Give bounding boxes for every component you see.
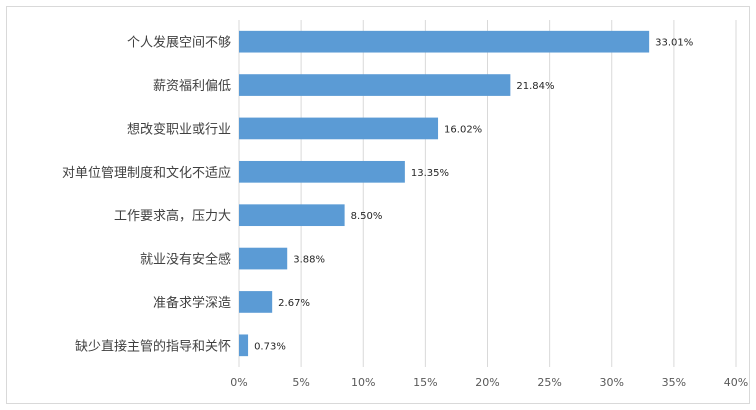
data-label: 16.02% [444, 124, 482, 135]
bar [239, 160, 405, 183]
data-label: 3.88% [293, 255, 325, 266]
bar [239, 74, 511, 96]
category-label: 准备求学深造 [153, 295, 231, 311]
category-label: 缺少直接主管的指导和关怀 [75, 338, 231, 354]
bar [239, 30, 650, 53]
x-tick-label: 5% [292, 376, 309, 389]
category-label: 薪资福利偏低 [153, 79, 231, 94]
x-tick-label: 10% [351, 376, 375, 389]
data-label: 0.73% [254, 341, 286, 352]
gridlines [238, 20, 737, 367]
x-tick-labels: 0% 5% 10% 15% 20% 25% 30% 35% 40% [230, 376, 748, 389]
category-label: 就业没有安全感 [140, 252, 231, 268]
category-label: 个人发展空间不够 [127, 35, 231, 51]
x-tick-label: 15% [413, 376, 437, 389]
bars [239, 30, 650, 357]
data-label: 21.84% [516, 81, 554, 92]
x-tick-label: 35% [662, 376, 686, 389]
category-label: 对单位管理制度和文化不适应 [62, 165, 231, 181]
bar [239, 117, 439, 140]
value-labels: 33.01% 21.84% 16.02% 13.35% 8.50% 3.88% 2.67% 0… [254, 38, 693, 353]
data-label: 13.35% [411, 168, 449, 179]
x-tick-label: 0% [230, 376, 247, 389]
x-tick-label: 40% [724, 376, 748, 389]
data-label: 2.67% [278, 298, 310, 309]
bar [239, 334, 249, 357]
x-tick-label: 20% [475, 376, 499, 389]
data-label: 8.50% [351, 211, 383, 222]
bar [239, 291, 273, 313]
category-label: 工作要求高，压力大 [114, 208, 231, 224]
data-label: 33.01% [655, 38, 693, 49]
x-tick-label: 25% [537, 376, 561, 389]
bar [239, 247, 288, 270]
chart-frame [6, 6, 750, 404]
category-labels: 个人发展空间不够薪资福利偏低想改变职业或行业对单位管理制度和文化不适应工作要求高… [62, 35, 231, 355]
bar [239, 204, 345, 227]
x-tick-label: 30% [600, 376, 624, 389]
category-label: 想改变职业或行业 [127, 121, 231, 137]
